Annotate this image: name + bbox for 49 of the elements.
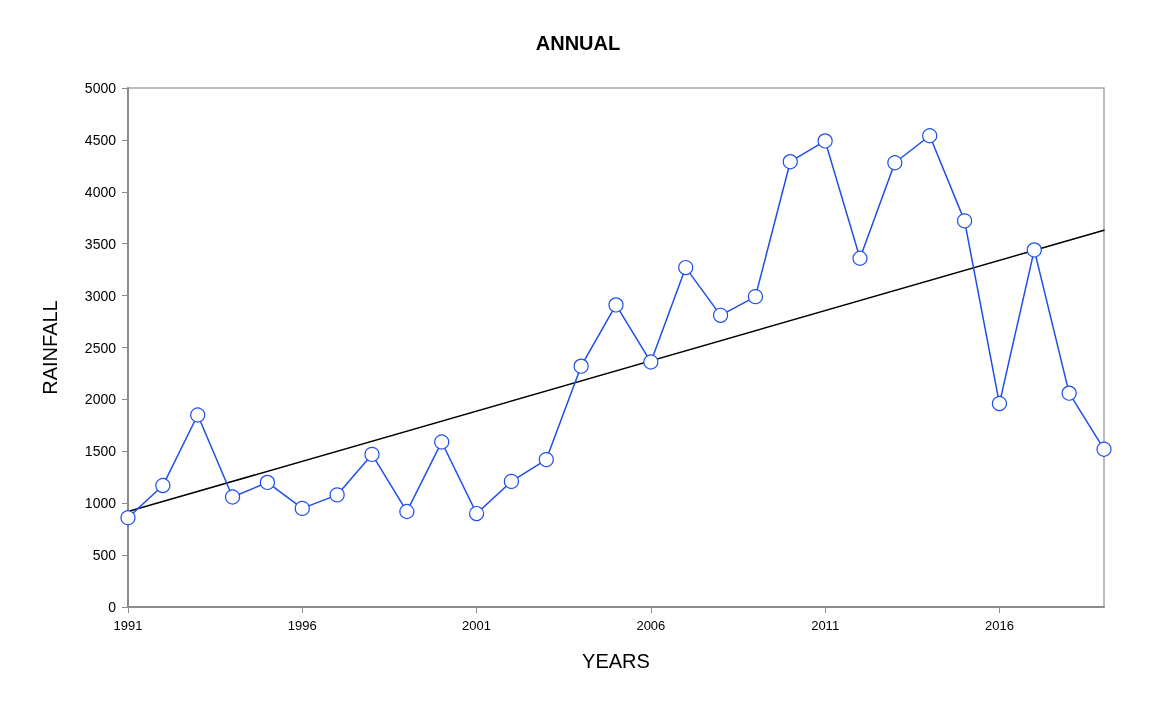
point: [712, 307, 729, 323]
y-tick-label: 5000: [84, 80, 117, 96]
chart-title: ANNUAL: [535, 32, 621, 54]
y-tick-label: 4500: [84, 131, 117, 148]
x-tick-label: 2016: [984, 618, 1014, 633]
point: [364, 446, 380, 463]
x-axis-title: YEARS: [582, 650, 650, 672]
point: [1061, 385, 1077, 401]
point: [399, 503, 415, 520]
point: [259, 474, 276, 491]
x-tick-label: 1991: [113, 618, 143, 633]
x-tick-label: 2011: [811, 618, 840, 633]
y-tick-label: 1500: [84, 443, 117, 460]
y-axis-title: RAINFALL: [39, 300, 61, 395]
point: [155, 477, 171, 494]
point: [991, 395, 1008, 412]
point: [852, 250, 868, 266]
point: [329, 487, 345, 503]
y-tick-label: 500: [92, 547, 117, 564]
point: [190, 407, 206, 423]
y-tick-label: 3500: [84, 235, 117, 252]
point: [503, 473, 520, 489]
point: [643, 354, 659, 370]
y-tick-label: 3000: [84, 287, 117, 304]
point: [538, 452, 554, 468]
point: [294, 500, 310, 516]
point: [956, 213, 973, 229]
y-tick-label: 1000: [84, 495, 117, 512]
y-tick-label: 2500: [84, 339, 117, 356]
point: [224, 489, 241, 505]
point: [782, 154, 798, 170]
point: [608, 297, 624, 313]
point: [922, 128, 938, 144]
point: [120, 510, 136, 526]
point: [468, 505, 485, 522]
point: [678, 259, 694, 276]
point: [1096, 441, 1112, 457]
point: [747, 289, 764, 305]
point: [573, 358, 589, 374]
point: [434, 434, 450, 450]
x-tick-label: 2006: [636, 618, 666, 633]
point: [887, 155, 903, 171]
y-tick-label: 0: [108, 599, 117, 615]
point: [1026, 242, 1042, 258]
x-tick-label: 2001: [462, 618, 492, 633]
point: [817, 133, 833, 149]
y-tick-label: 4000: [84, 183, 117, 200]
y-tick-label: 2000: [84, 391, 117, 408]
x-tick-label: 1996: [287, 618, 317, 633]
